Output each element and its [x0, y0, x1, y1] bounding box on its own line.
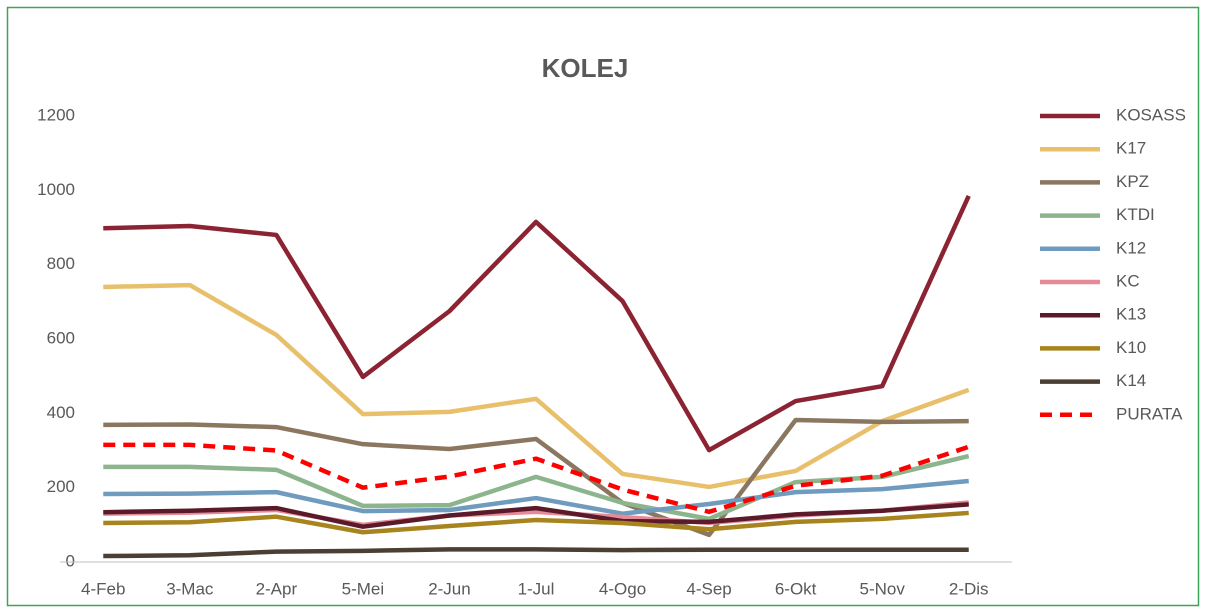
x-tick-label: 2-Apr [256, 579, 298, 598]
legend-label: PURATA [1116, 404, 1183, 423]
x-tick-label: 5-Nov [860, 579, 906, 598]
y-tick-label: 0 [66, 551, 75, 570]
series-line [103, 417, 969, 538]
y-tick-label: 1200 [37, 105, 75, 124]
y-tick-label: 800 [47, 254, 75, 273]
series-line [103, 194, 971, 453]
x-tick-label: 1-Jul [518, 579, 555, 598]
x-tick-label: 2-Dis [949, 579, 989, 598]
series-line [103, 510, 969, 535]
legend-label: KTDI [1116, 205, 1155, 224]
chart-title: KOLEJ [542, 53, 629, 83]
legend-label: K12 [1116, 238, 1146, 257]
y-tick-label: 200 [47, 477, 75, 496]
series-line [103, 282, 970, 490]
series-line [103, 442, 970, 515]
x-tick-label: 6-Okt [775, 579, 817, 598]
x-tick-label: 4-Sep [686, 579, 731, 598]
series-line [103, 478, 969, 516]
legend-label: K10 [1116, 338, 1146, 357]
y-tick-label: 600 [47, 328, 75, 347]
series-line [103, 502, 969, 529]
legend-label: K14 [1116, 371, 1146, 390]
x-tick-label: 5-Mei [342, 579, 385, 598]
legend-label: K17 [1116, 139, 1146, 158]
legend-label: KPZ [1116, 172, 1149, 191]
legend-label: KOSASS [1116, 105, 1186, 124]
y-tick-label: 400 [47, 403, 75, 422]
y-tick-label: 1000 [37, 180, 75, 199]
x-tick-label: 4-Ogo [599, 579, 646, 598]
series-line [103, 547, 969, 559]
legend-label: K13 [1116, 305, 1146, 324]
legend-label: KC [1116, 271, 1140, 290]
chart-frame [6, 6, 1200, 607]
x-tick-label: 2-Jun [428, 579, 471, 598]
x-tick-label: 3-Mac [166, 579, 214, 598]
x-tick-label: 4-Feb [81, 579, 125, 598]
